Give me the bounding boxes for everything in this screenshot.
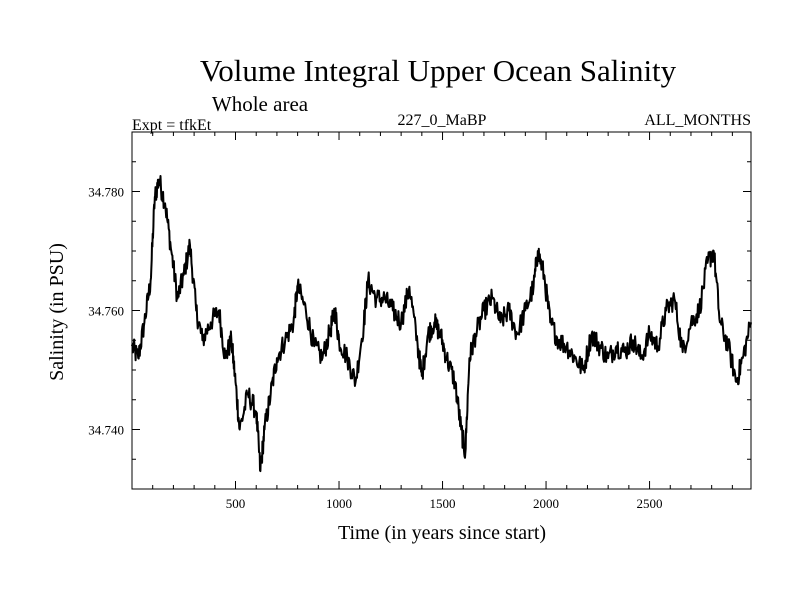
x-tick-label: 2500 [637,496,663,511]
experiment-label: Expt = tfkEt [132,117,212,134]
salinity-series-line [131,175,752,473]
chart-title: Volume Integral Upper Ocean Salinity [200,53,677,88]
y-axis-label: Salinity (in PSU) [46,243,68,381]
run-label: 227_0_MaBP [398,112,487,129]
x-tick-label: 1500 [430,496,456,511]
y-tick-label: 34.740 [88,423,124,438]
x-tick-labels: 500 1000 1500 2000 2500 [226,496,663,511]
months-label: ALL_MONTHS [644,112,751,129]
x-axis-label: Time (in years since start) [338,522,546,544]
y-tick-labels: 34.740 34.760 34.780 [88,185,124,438]
axis-ticks [132,131,751,490]
x-tick-label: 1000 [326,496,352,511]
chart-subtitle: Whole area [212,92,309,116]
plot-frame [131,131,752,490]
y-tick-label: 34.760 [88,304,124,319]
y-tick-label: 34.780 [88,185,124,200]
x-tick-label: 500 [226,496,246,511]
x-tick-label: 2000 [533,496,559,511]
